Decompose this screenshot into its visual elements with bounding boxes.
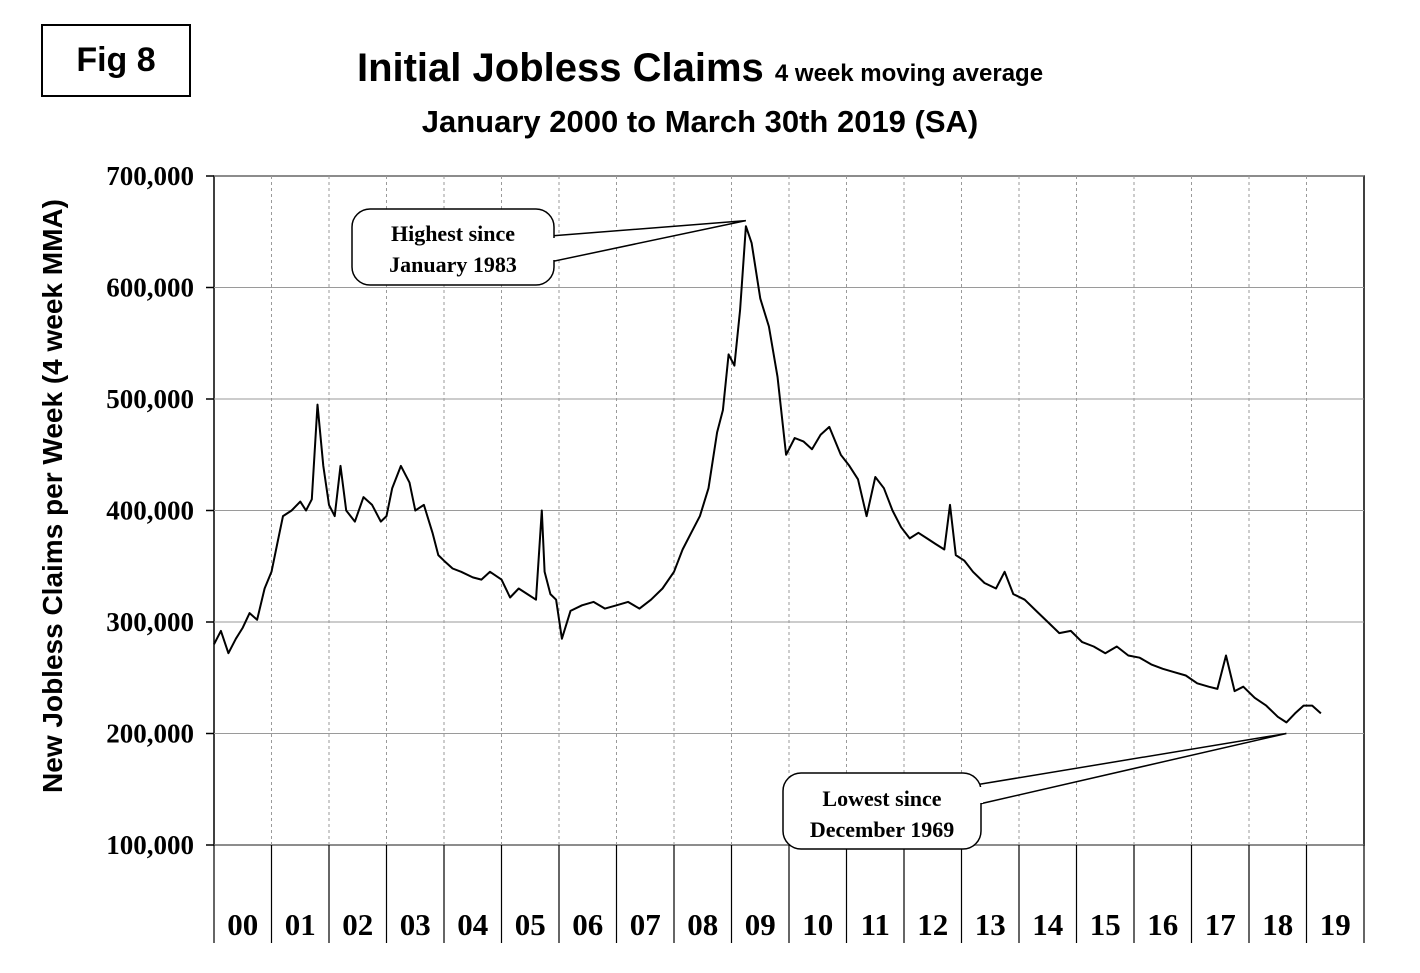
lowest-callout-text: Lowest since <box>822 786 941 811</box>
x-tick-label: 10 <box>802 907 833 942</box>
chart-title-block: Initial Jobless Claims 4 week moving ave… <box>250 44 1150 144</box>
y-tick-label: 700,000 <box>106 161 194 191</box>
chart-subtitle: January 2000 to March 30th 2019 (SA) <box>421 104 979 139</box>
x-tick-label: 15 <box>1090 907 1121 942</box>
y-tick-label: 500,000 <box>106 384 194 414</box>
chart-title: Initial Jobless Claims 4 week moving ave… <box>250 44 1150 98</box>
x-tick-label: 07 <box>630 907 661 942</box>
x-tick-label: 08 <box>687 907 718 942</box>
x-tick-label: 11 <box>861 907 890 942</box>
y-axis-label: New Jobless Claims per Week (4 week MMA) <box>37 199 68 793</box>
x-tick-label: 04 <box>457 907 488 942</box>
y-tick-label: 300,000 <box>106 607 194 637</box>
x-tick-label: 12 <box>917 907 948 942</box>
lowest-callout-joiner <box>970 787 983 803</box>
highest-callout-joiner <box>544 238 556 260</box>
x-tick-label: 00 <box>227 907 258 942</box>
x-tick-label: 17 <box>1205 907 1236 942</box>
lowest-callout-box <box>782 772 982 850</box>
x-tick-label: 16 <box>1147 907 1178 942</box>
chart-title-suffix: 4 week moving average <box>774 60 1044 87</box>
x-tick-label: 09 <box>745 907 776 942</box>
x-tick-label: 19 <box>1320 907 1351 942</box>
x-tick-label: 01 <box>285 907 316 942</box>
lowest-callout-text: December 1969 <box>810 817 954 842</box>
x-tick-label: 03 <box>400 907 431 942</box>
x-tick-label: 06 <box>572 907 603 942</box>
chart-title-main: Initial Jobless Claims <box>356 46 764 90</box>
highest-callout-text: January 1983 <box>389 252 517 277</box>
x-tick-label: 18 <box>1262 907 1293 942</box>
y-tick-label: 400,000 <box>106 496 194 526</box>
y-tick-label: 600,000 <box>106 273 194 303</box>
x-tick-label: 13 <box>975 907 1006 942</box>
claims-series-line <box>213 225 1322 724</box>
x-tick-label: 14 <box>1032 907 1063 942</box>
highest-callout-text: Highest since <box>391 221 515 246</box>
y-tick-label: 100,000 <box>106 830 194 860</box>
figure-label: Fig 8 <box>41 24 191 97</box>
x-tick-label: 05 <box>515 907 546 942</box>
y-tick-label: 200,000 <box>106 719 194 749</box>
x-tick-label: 02 <box>342 907 373 942</box>
